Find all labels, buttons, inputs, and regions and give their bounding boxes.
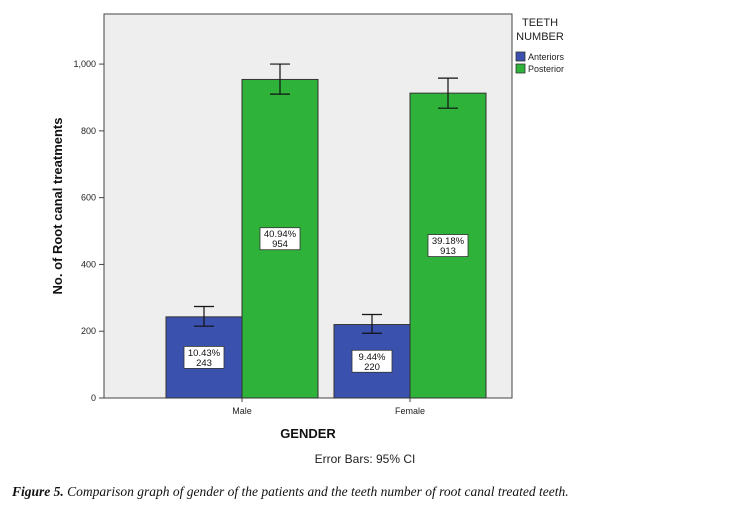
legend: TEETH NUMBER Anteriors Posterior — [515, 17, 565, 74]
data-label-box-anteriors-male — [183, 346, 225, 369]
y-tick-label: 400 — [81, 259, 96, 269]
data-label-box-posterior-male — [259, 227, 301, 251]
data-label-count-posterior-female: 913 — [440, 246, 456, 257]
data-label-box-posterior-female — [427, 234, 469, 257]
x-tick-label-female: Female — [395, 406, 425, 416]
data-label-box-anteriors-female — [351, 349, 393, 373]
legend-swatch-anteriors — [515, 51, 526, 62]
y-tick-label: 1,000 — [73, 59, 96, 69]
x-axis: Male Female — [232, 398, 425, 416]
data-label-count-anteriors-female: 220 — [364, 362, 380, 373]
y-axis-label: No. of Root canal treatments — [50, 118, 65, 295]
data-label-percent-anteriors-female: 9.44% — [359, 352, 386, 363]
y-axis: 0 200 400 600 800 1,000 — [73, 59, 104, 403]
bars-group: 10.43%243 40.94%954 9.44%220 39.18%913 — [165, 63, 487, 399]
x-tick-label-male: Male — [232, 406, 252, 416]
caption-text: Comparison graph of gender of the patien… — [63, 484, 569, 499]
data-label-count-anteriors-male: 243 — [196, 358, 212, 369]
caption-label: Figure 5. — [12, 484, 64, 499]
data-label-percent-posterior-male: 40.94% — [264, 229, 297, 240]
data-label-count-posterior-male: 954 — [272, 239, 288, 250]
data-label-percent-anteriors-male: 10.43% — [188, 348, 221, 359]
data-label-percent-posterior-female: 39.18% — [432, 236, 465, 247]
legend-label-anteriors: Anteriors — [528, 52, 565, 62]
legend-swatch-posterior — [515, 63, 526, 74]
y-tick-label: 800 — [81, 126, 96, 136]
y-tick-label: 200 — [81, 326, 96, 336]
x-axis-label: GENDER — [280, 426, 336, 441]
legend-label-posterior: Posterior — [528, 64, 564, 74]
legend-title-line-2: NUMBER — [516, 31, 564, 43]
legend-title-line-1: TEETH — [522, 17, 558, 29]
bar-chart: 0 200 400 600 800 1,000 Male Female 10.43%243 4… — [50, 13, 565, 441]
error-bars-note: Error Bars: 95% CI — [314, 452, 416, 466]
figure-caption: Figure 5. Comparison graph of gender of … — [12, 484, 722, 500]
y-tick-label: 600 — [81, 193, 96, 203]
y-tick-label: 0 — [91, 393, 96, 403]
